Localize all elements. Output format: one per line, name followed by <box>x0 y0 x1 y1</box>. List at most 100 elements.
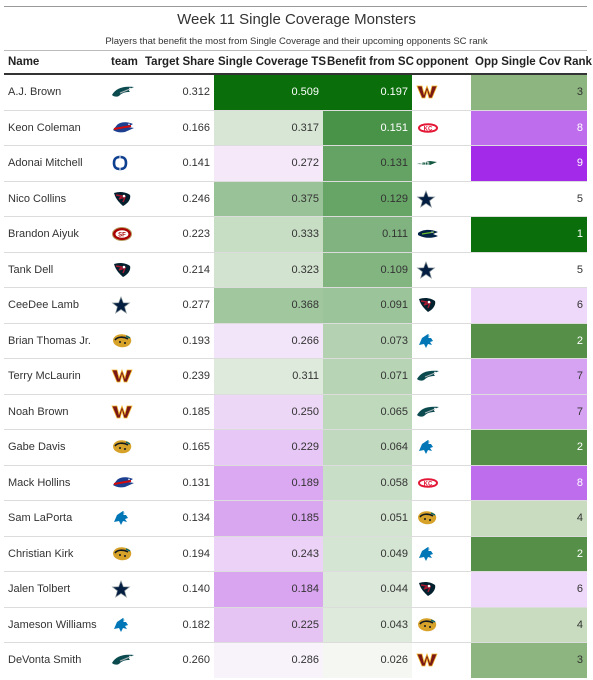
table-row: Sam LaPorta 0.134 0.185 0.051 4 <box>4 500 587 537</box>
table-row: Brandon Aiyuk SF 0.223 0.333 0.111 1 <box>4 216 587 253</box>
svg-text:KC: KC <box>424 481 433 487</box>
svg-text:JETS: JETS <box>418 161 429 166</box>
top-rule <box>4 6 587 7</box>
col-header-name: Name <box>4 51 107 75</box>
cowboys-logo <box>111 580 131 599</box>
player-name-cell: Jameson Williams <box>4 607 107 643</box>
cowboys-logo <box>111 296 131 315</box>
player-name-cell: Jalen Tolbert <box>4 571 107 608</box>
cowboys-logo <box>416 260 436 279</box>
benefit-from-sc-cell: 0.065 <box>323 394 412 430</box>
benefit-from-sc-cell: 0.091 <box>323 287 412 324</box>
col-header-opp-rank: Opp Single Cov Rank <box>471 51 592 75</box>
target-share-cell: 0.165 <box>141 429 214 466</box>
opp-rank-cell: 4 <box>471 607 587 643</box>
benefit-from-sc-cell: 0.129 <box>323 181 412 217</box>
player-name-cell: Christian Kirk <box>4 536 107 572</box>
opponent-logo-cell <box>412 429 471 466</box>
commanders-logo <box>416 84 438 100</box>
opp-rank-cell: 7 <box>471 358 587 395</box>
single-coverage-ts-cell: 0.311 <box>214 358 323 395</box>
team-logo-cell <box>107 607 141 643</box>
col-header-benefit-from-sc: Benefit from SC <box>323 51 414 75</box>
commanders-logo <box>416 652 438 668</box>
team-logo-cell <box>107 145 141 182</box>
target-share-cell: 0.134 <box>141 500 214 537</box>
single-coverage-ts-cell: 0.368 <box>214 287 323 324</box>
commanders-logo <box>111 404 133 420</box>
target-share-cell: 0.223 <box>141 216 214 253</box>
opp-rank-cell: 5 <box>471 252 587 288</box>
opp-rank-cell: 3 <box>471 74 587 111</box>
bills-logo <box>111 475 135 491</box>
table-row: Jalen Tolbert 0.140 0.184 0.044 6 <box>4 571 587 608</box>
opponent-logo-cell <box>412 287 471 324</box>
opp-rank-cell: 2 <box>471 323 587 359</box>
team-logo-cell <box>107 536 141 572</box>
table-row: CeeDee Lamb 0.277 0.368 0.091 6 <box>4 287 587 324</box>
single-coverage-ts-cell: 0.184 <box>214 571 323 608</box>
jaguars-logo <box>416 616 438 634</box>
single-coverage-ts-cell: 0.250 <box>214 394 323 430</box>
target-share-cell: 0.246 <box>141 181 214 217</box>
opp-rank-cell: 7 <box>471 394 587 430</box>
opp-rank-cell: 2 <box>471 429 587 466</box>
seahawks-logo <box>416 227 440 241</box>
jets-logo: JETS <box>416 156 438 170</box>
target-share-cell: 0.277 <box>141 287 214 324</box>
opp-rank-cell: 8 <box>471 110 587 146</box>
svg-text:KC: KC <box>424 126 433 132</box>
single-coverage-ts-cell: 0.243 <box>214 536 323 572</box>
benefit-from-sc-cell: 0.151 <box>323 110 412 146</box>
table-row: Brian Thomas Jr. 0.193 0.266 0.073 2 <box>4 323 587 359</box>
cowboys-logo <box>416 189 436 208</box>
lions-logo <box>416 438 438 456</box>
table-row: Tank Dell 0.214 0.323 0.109 5 <box>4 252 587 288</box>
eagles-logo <box>416 368 440 384</box>
benefit-from-sc-cell: 0.197 <box>323 74 412 111</box>
49ers-logo: SF <box>111 226 133 242</box>
target-share-cell: 0.185 <box>141 394 214 430</box>
target-share-cell: 0.141 <box>141 145 214 182</box>
table-row: Nico Collins 0.246 0.375 0.129 5 <box>4 181 587 217</box>
player-name-cell: Gabe Davis <box>4 429 107 466</box>
jaguars-logo <box>111 438 133 456</box>
opponent-logo-cell <box>412 252 471 288</box>
opponent-logo-cell: KC <box>412 465 471 501</box>
opp-rank-cell: 6 <box>471 287 587 324</box>
svg-text:SF: SF <box>118 233 126 239</box>
benefit-from-sc-cell: 0.073 <box>323 323 412 359</box>
opp-rank-cell: 6 <box>471 571 587 608</box>
opponent-logo-cell: JETS <box>412 145 471 182</box>
opp-rank-cell: 5 <box>471 181 587 217</box>
benefit-from-sc-cell: 0.131 <box>323 145 412 182</box>
opp-rank-cell: 8 <box>471 465 587 501</box>
opp-rank-cell: 2 <box>471 536 587 572</box>
opp-rank-cell: 3 <box>471 642 587 678</box>
stats-table: Name team Target Share Single Coverage T… <box>4 51 592 678</box>
single-coverage-ts-cell: 0.225 <box>214 607 323 643</box>
colts-logo <box>111 154 129 172</box>
jaguars-logo <box>111 545 133 563</box>
single-coverage-ts-cell: 0.185 <box>214 500 323 537</box>
opponent-logo-cell <box>412 500 471 537</box>
opponent-logo-cell <box>412 607 471 643</box>
opponent-logo-cell <box>412 323 471 359</box>
jaguars-logo <box>111 332 133 350</box>
single-coverage-ts-cell: 0.266 <box>214 323 323 359</box>
player-name-cell: DeVonta Smith <box>8 654 82 667</box>
eagles-logo <box>416 404 440 420</box>
opp-rank-cell: 1 <box>471 216 587 253</box>
benefit-from-sc-cell: 0.058 <box>323 465 412 501</box>
team-logo-cell <box>107 323 141 359</box>
target-share-cell: 0.182 <box>141 607 214 643</box>
opp-rank-cell: 9 <box>471 145 587 182</box>
benefit-from-sc-cell: 0.051 <box>323 500 412 537</box>
table-row: Terry McLaurin 0.239 0.311 0.071 7 <box>4 358 587 395</box>
single-coverage-ts-cell: 0.323 <box>214 252 323 288</box>
team-logo-cell <box>107 358 141 395</box>
player-name-cell: CeeDee Lamb <box>4 287 107 324</box>
header-rule <box>4 50 587 51</box>
table-row: Keon Coleman 0.166 0.317 0.151 KC 8 <box>4 110 587 146</box>
